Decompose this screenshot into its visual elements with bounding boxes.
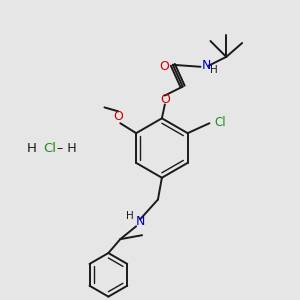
Text: O: O xyxy=(113,110,123,123)
Text: N: N xyxy=(135,215,145,228)
Text: N: N xyxy=(202,59,211,72)
Text: Cl: Cl xyxy=(43,142,56,154)
Text: – H: – H xyxy=(53,142,76,154)
Text: O: O xyxy=(160,93,170,106)
Text: H: H xyxy=(126,212,134,221)
Text: H: H xyxy=(27,142,37,154)
Text: H: H xyxy=(210,65,218,75)
Text: Cl: Cl xyxy=(214,116,226,129)
Text: O: O xyxy=(159,60,169,73)
